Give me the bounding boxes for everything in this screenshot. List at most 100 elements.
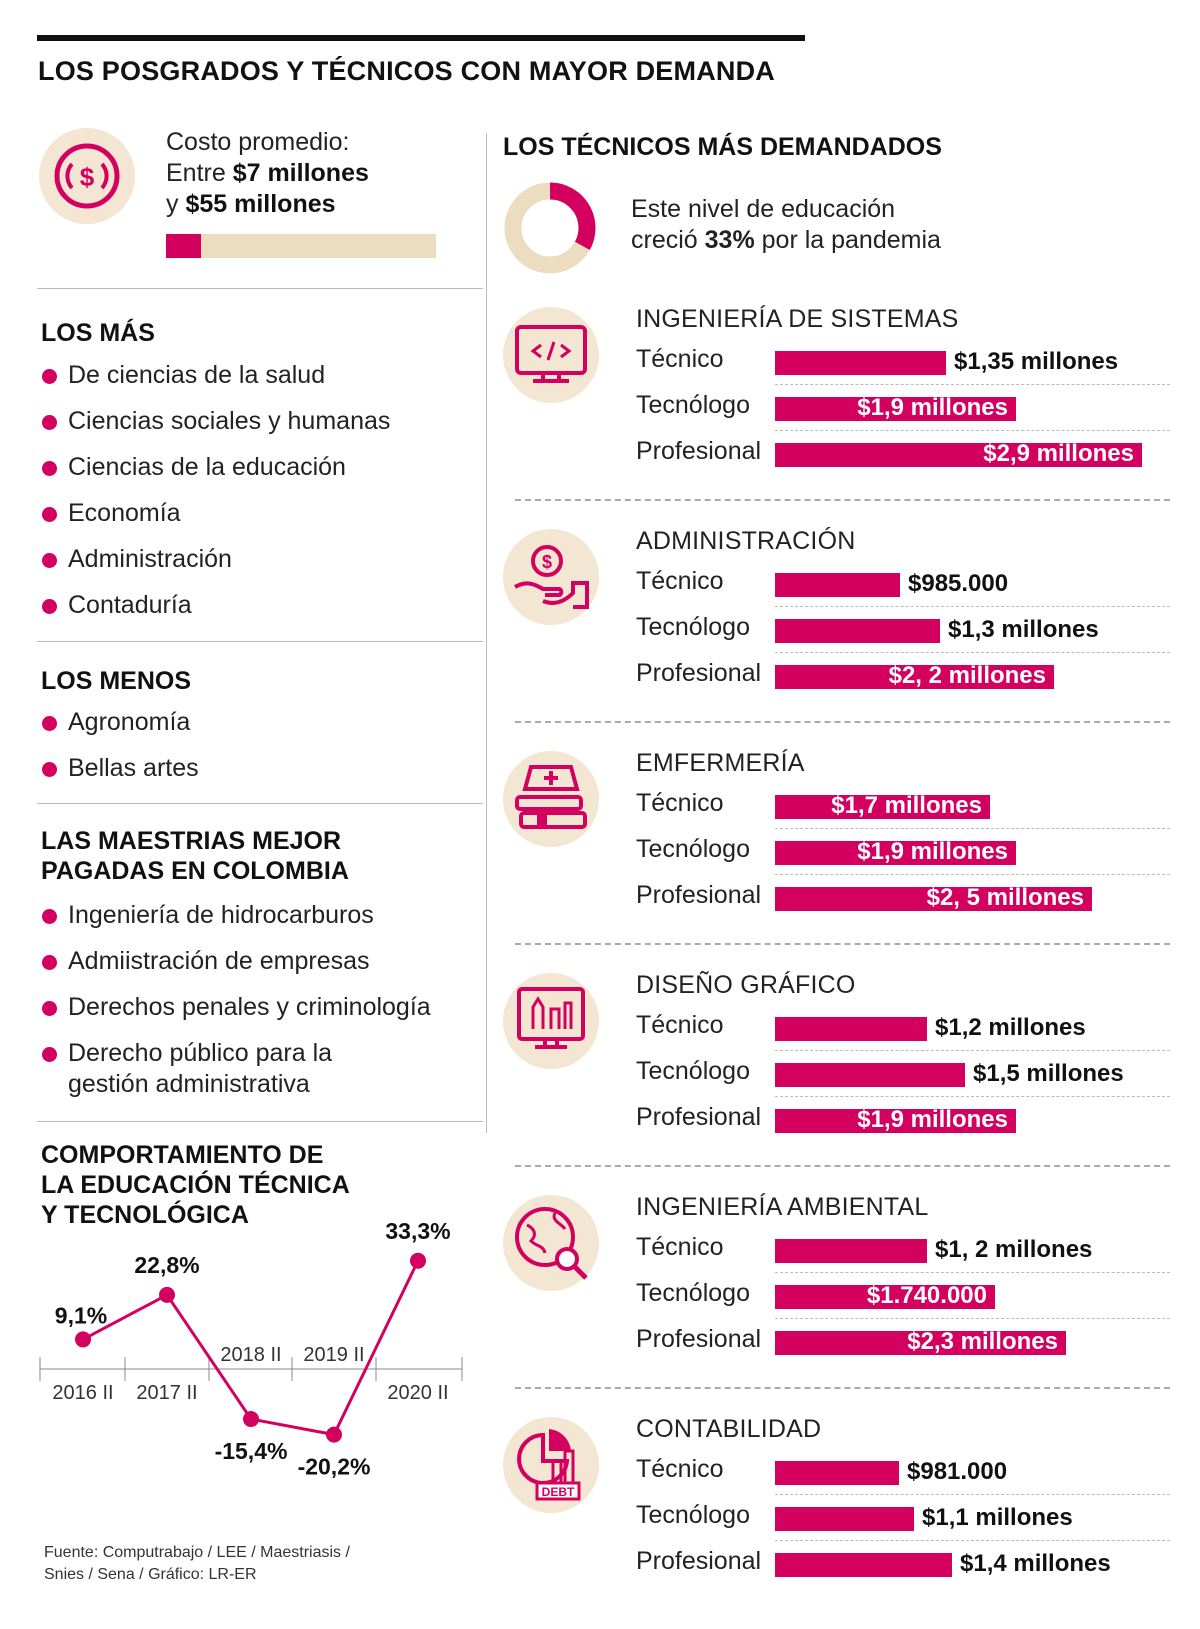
salary-value-label: $981.000	[907, 1458, 1008, 1485]
category-title: ADMINISTRACIÓN	[636, 527, 856, 555]
list-item: Ciencias sociales y humanas	[38, 406, 390, 437]
data-point	[243, 1411, 259, 1428]
cost-range-bar-fill	[166, 234, 201, 258]
salary-bar	[775, 1285, 995, 1309]
level-label: Técnico	[636, 1011, 724, 1039]
row-separator	[775, 828, 1170, 829]
dollar-coin-icon: $	[39, 128, 135, 224]
salary-bar	[775, 443, 1142, 467]
salary-bar	[775, 887, 1092, 911]
category-title: EMFERMERÍA	[636, 749, 805, 777]
level-label: Técnico	[636, 345, 724, 373]
los-menos-title: LOS MENOS	[41, 667, 192, 695]
list-item: Derecho público para la gestión administ…	[38, 1038, 332, 1100]
x-tick-label: 2019 II	[303, 1344, 364, 1366]
salary-bar	[775, 795, 990, 819]
salary-bar	[775, 1017, 927, 1041]
list-item: Derechos penales y criminología	[38, 992, 431, 1023]
list-item: De ciencias de la salud	[38, 360, 325, 391]
list-item: Admiistración de empresas	[38, 946, 370, 977]
salary-bar	[775, 1507, 914, 1531]
level-label: Profesional	[636, 881, 762, 909]
svg-text:DEBT: DEBT	[542, 1485, 575, 1499]
divider	[37, 288, 483, 289]
salary-bar	[775, 665, 1054, 689]
level-label: Tecnólogo	[636, 1057, 750, 1085]
data-point	[326, 1426, 342, 1443]
data-label: -20,2%	[298, 1454, 371, 1480]
x-tick-label: 2016 II	[52, 1382, 113, 1404]
salary-bar	[775, 1063, 965, 1087]
bullet-dot	[42, 716, 57, 731]
salary-value-label: $1,4 millones	[960, 1550, 1111, 1577]
cost-max: $55 millones	[185, 190, 336, 218]
salary-bar	[775, 1109, 1016, 1133]
row-separator	[775, 1096, 1170, 1097]
level-label: Profesional	[636, 1103, 762, 1131]
x-tick-label: 2018 II	[220, 1344, 281, 1366]
list-item: Contaduría	[38, 590, 192, 621]
bullet-dot	[42, 955, 57, 970]
svg-text:$: $	[80, 162, 95, 192]
category-separator	[515, 499, 1170, 501]
level-label: Tecnólogo	[636, 613, 750, 641]
svg-text:$: $	[542, 552, 552, 572]
salary-value-label: $1,9 millones	[857, 1106, 1008, 1133]
salary-value-label: $1,9 millones	[857, 394, 1008, 421]
maestrias-title: LAS MAESTRIAS MEJOR PAGADAS EN COLOMBIA	[41, 827, 349, 885]
row-separator	[775, 1494, 1170, 1495]
salary-value-label: $2, 5 millones	[926, 884, 1084, 911]
trend-title: COMPORTAMIENTO DE LA EDUCACIÓN TÉCNICA Y…	[41, 1141, 350, 1229]
salary-value-label: $2, 2 millones	[888, 662, 1046, 689]
source-note: Fuente: Computrabajo / LEE / Maestriasis…	[44, 1544, 350, 1583]
bullet-dot	[42, 461, 57, 476]
cost-summary: Costo promedio: Entre $7 millones y $55 …	[166, 128, 369, 218]
row-separator	[775, 1272, 1170, 1273]
bullet-dot	[42, 909, 57, 924]
salary-value-label: $1.740.000	[866, 1282, 987, 1309]
row-separator	[775, 606, 1170, 607]
row-separator	[775, 430, 1170, 431]
data-label: -15,4%	[215, 1438, 288, 1464]
salary-value-label: $2,3 millones	[907, 1328, 1058, 1355]
data-point	[75, 1331, 91, 1348]
list-item: Ingeniería de hidrocarburos	[38, 900, 374, 931]
globe-magnifier-icon	[503, 1195, 599, 1291]
category-title: CONTABILIDAD	[636, 1415, 822, 1443]
salary-bar	[775, 619, 940, 643]
list-item: Administración	[38, 544, 232, 575]
page-title: LOS POSGRADOS Y TÉCNICOS CON MAYOR DEMAN…	[38, 56, 775, 86]
level-label: Profesional	[636, 659, 762, 687]
row-separator	[775, 384, 1170, 385]
divider	[37, 803, 483, 804]
level-label: Tecnólogo	[636, 391, 750, 419]
row-separator	[775, 1050, 1170, 1051]
x-tick-label: 2017 II	[136, 1382, 197, 1404]
tecnicos-title: LOS TÉCNICOS MÁS DEMANDADOS	[503, 133, 942, 161]
level-label: Tecnólogo	[636, 1501, 750, 1529]
data-label: 22,8%	[134, 1252, 199, 1278]
cost-range-bar	[166, 234, 436, 258]
salary-bar	[775, 1331, 1066, 1355]
bullet-dot	[42, 1001, 57, 1016]
bullet-dot	[42, 369, 57, 384]
row-separator	[775, 652, 1170, 653]
row-separator	[775, 1540, 1170, 1541]
list-item: Agronomía	[38, 707, 190, 738]
level-label: Técnico	[636, 567, 724, 595]
category-separator	[515, 1165, 1170, 1167]
los-mas-title: LOS MÁS	[41, 319, 155, 347]
trend-line-chart: 2016 II 2017 II 2018 II 2019 II 2020 II 9,1% 2…	[39, 1220, 463, 1480]
level-label: Técnico	[636, 789, 724, 817]
bullet-dot	[42, 599, 57, 614]
bullet-dot	[42, 553, 57, 568]
divider	[37, 1121, 483, 1122]
salary-bar	[775, 1461, 899, 1485]
salary-value-label: $1,2 millones	[935, 1014, 1086, 1041]
bullet-dot	[42, 415, 57, 430]
list-item: Ciencias de la educación	[38, 452, 346, 483]
data-label: 33,3%	[385, 1220, 450, 1244]
salary-bar	[775, 351, 946, 375]
x-tick-label: 2020 II	[387, 1382, 448, 1404]
category-separator	[515, 943, 1170, 945]
